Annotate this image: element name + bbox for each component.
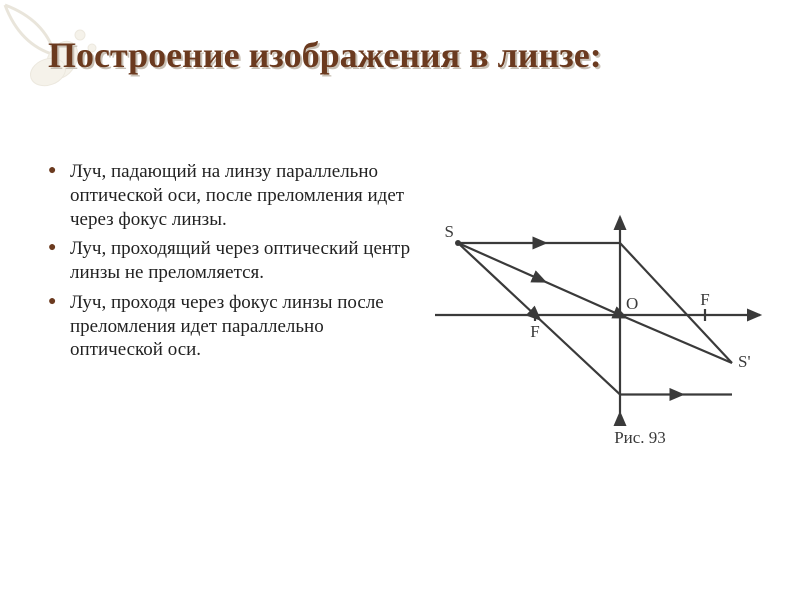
svg-text:F: F — [700, 290, 709, 309]
page-title: Построение изображения в линзе: — [48, 36, 760, 76]
bullet-text: Луч, проходящий через оптический центр л… — [70, 238, 410, 283]
svg-text:S': S' — [738, 352, 751, 371]
bullet-text: Луч, падающий на линзу параллельно оптич… — [70, 161, 404, 230]
list-item: Луч, проходя через фокус линзы после пре… — [48, 291, 413, 362]
lens-diagram: S S' O F F Рис. 93 — [430, 195, 765, 450]
svg-text:O: O — [626, 294, 638, 313]
svg-text:F: F — [530, 322, 539, 341]
bullet-text: Луч, проходя через фокус линзы после пре… — [70, 292, 384, 361]
bullet-list: Луч, падающий на линзу параллельно оптич… — [48, 160, 413, 368]
list-item: Луч, падающий на линзу параллельно оптич… — [48, 160, 413, 231]
svg-text:S: S — [445, 222, 454, 241]
title-text: Построение изображения в линзе: — [48, 35, 602, 75]
list-item: Луч, проходящий через оптический центр л… — [48, 237, 413, 285]
svg-text:Рис. 93: Рис. 93 — [614, 428, 666, 447]
